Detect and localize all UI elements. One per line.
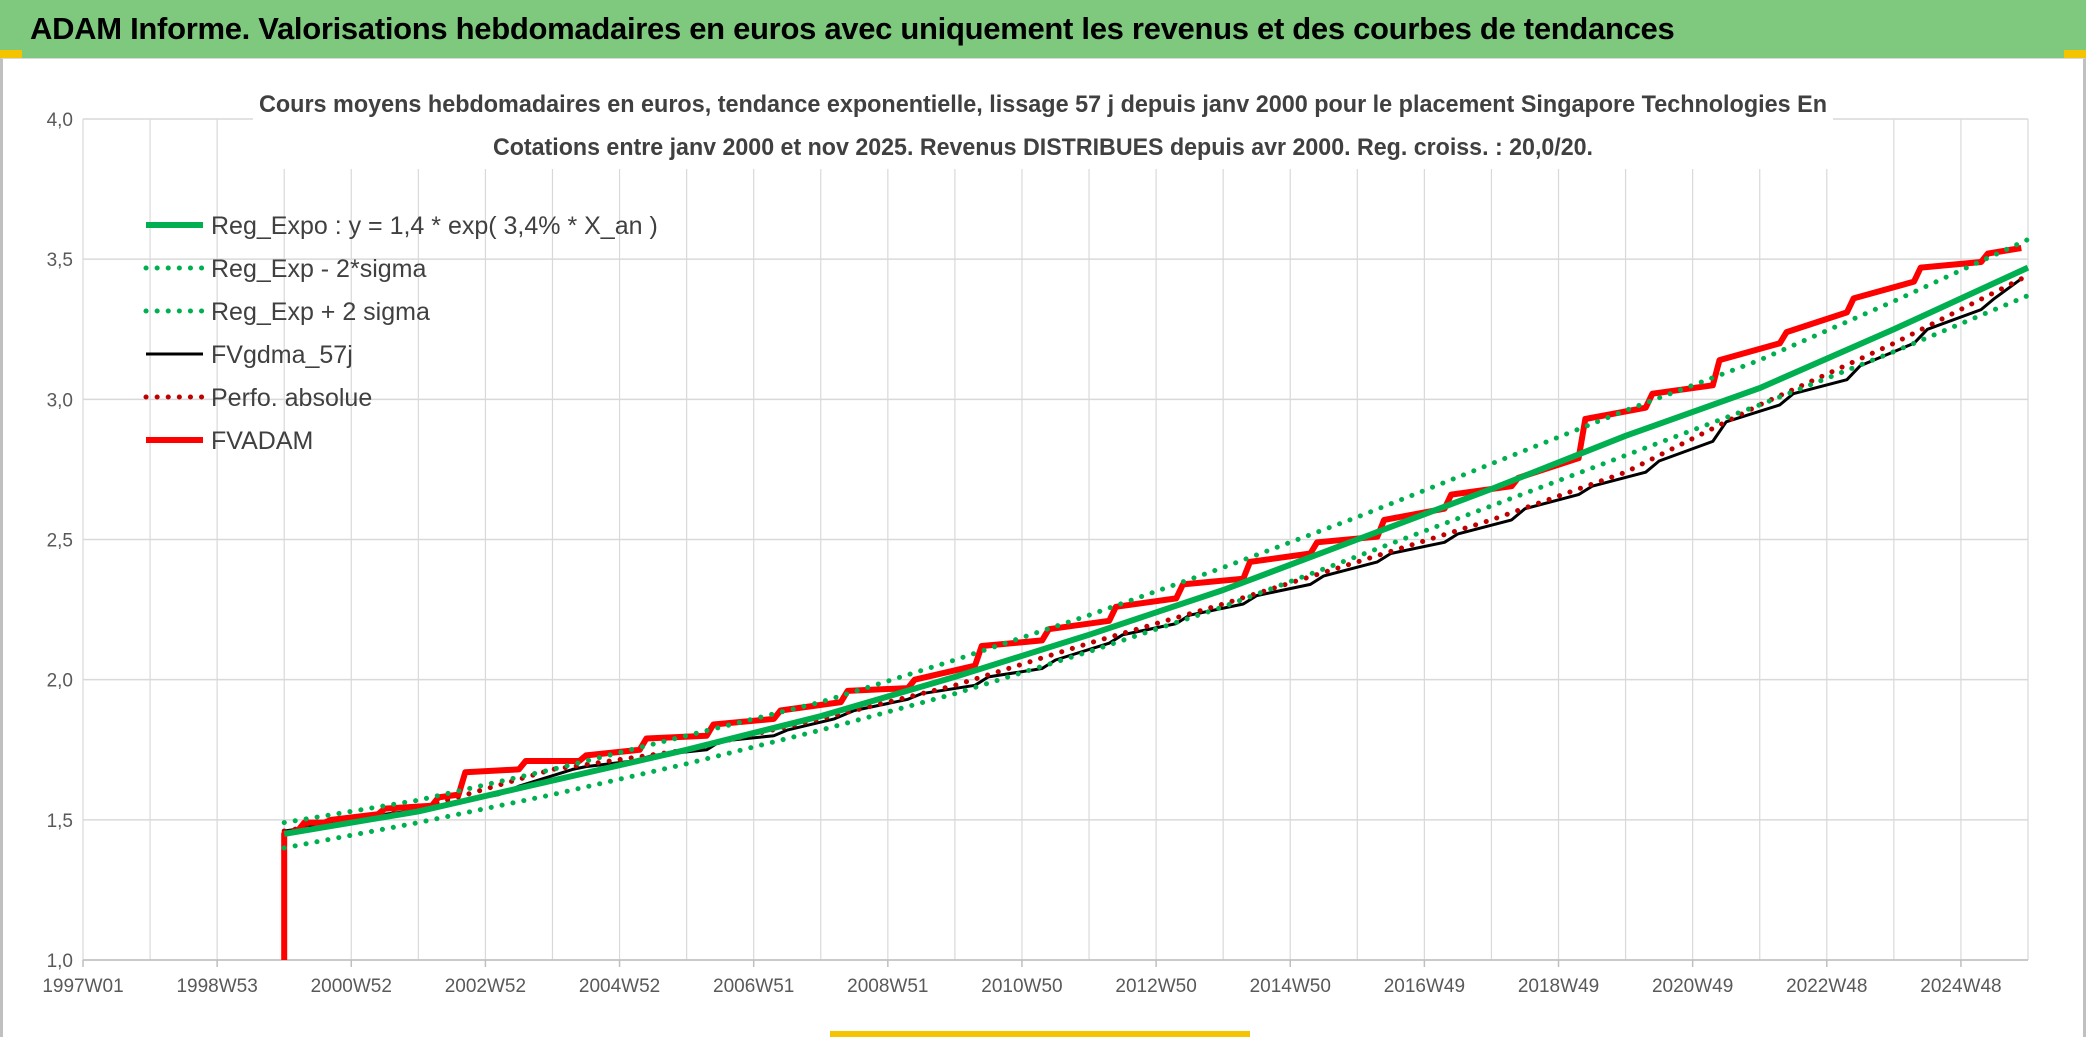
legend-label: Reg_Expo : y = 1,4 * exp( 3,4% * X_an )	[211, 212, 658, 240]
report-title: ADAM Informe. Valorisations hebdomadaire…	[30, 11, 1675, 46]
series-lines	[281, 237, 2031, 960]
y-tick-label: 3,0	[47, 390, 73, 411]
legend-label: FVgdma_57j	[211, 341, 353, 369]
legend-label: Reg_Exp - 2*sigma	[211, 255, 426, 283]
x-tick-label: 2008W51	[847, 976, 928, 997]
x-tick-label: 2012W50	[1115, 976, 1196, 997]
x-tick-label: 2022W48	[1786, 976, 1867, 997]
corner-accent-bottom	[830, 1031, 1250, 1037]
y-tick-label: 1,0	[47, 951, 73, 972]
corner-accent-top-left	[0, 50, 22, 59]
legend: Reg_Expo : y = 1,4 * exp( 3,4% * X_an ) R…	[143, 212, 658, 455]
y-tick-label: 1,5	[47, 811, 73, 832]
title-backdrop	[253, 79, 1833, 169]
chart-area: 1,0 1,5 2,0 2,5 3,0 3,5 4,0 1997W01 1998W53 2000W…	[0, 58, 2086, 1037]
x-tick-label: 1997W01	[42, 976, 123, 997]
line-chart: 1,0 1,5 2,0 2,5 3,0 3,5 4,0 1997W01 1998W53 2000W…	[42, 79, 2031, 997]
x-tick-label: 2016W49	[1384, 976, 1465, 997]
x-tick-label: 2006W51	[713, 976, 794, 997]
legend-label: Perfo. absolue	[211, 384, 372, 412]
x-tick-label: 2024W48	[1920, 976, 2001, 997]
series-line-1	[281, 293, 2031, 851]
x-tick-label: 2020W49	[1652, 976, 1733, 997]
y-tick-label: 2,0	[47, 671, 73, 692]
series-line-0	[283, 264, 2030, 837]
chart-subtitle: Cotations entre janv 2000 et nov 2025. R…	[493, 134, 1593, 161]
x-tick-label: 2004W52	[579, 976, 660, 997]
x-tick-label: 1998W53	[176, 976, 257, 997]
x-tick-label: 2018W49	[1518, 976, 1599, 997]
grid	[82, 118, 2029, 961]
x-tick-label: 2010W50	[981, 976, 1062, 997]
report-banner: ADAM Informe. Valorisations hebdomadaire…	[0, 0, 2086, 58]
legend-label: FVADAM	[211, 427, 313, 455]
series-line-4	[281, 276, 2024, 834]
legend-label: Reg_Exp + 2 sigma	[211, 298, 430, 326]
x-tick-label: 2014W50	[1250, 976, 1331, 997]
y-tick-label: 3,5	[47, 250, 73, 271]
x-tick-label: 2000W52	[311, 976, 392, 997]
x-tick-label: 2002W52	[445, 976, 526, 997]
y-tick-label: 4,0	[47, 110, 73, 131]
chart-title: Cours moyens hebdomadaires en euros, ten…	[259, 91, 1827, 118]
y-tick-label: 2,5	[47, 531, 73, 552]
axes: 1,0 1,5 2,0 2,5 3,0 3,5 4,0 1997W01 1998W53 2000W…	[42, 110, 2028, 997]
corner-accent-top-right	[2064, 50, 2086, 59]
